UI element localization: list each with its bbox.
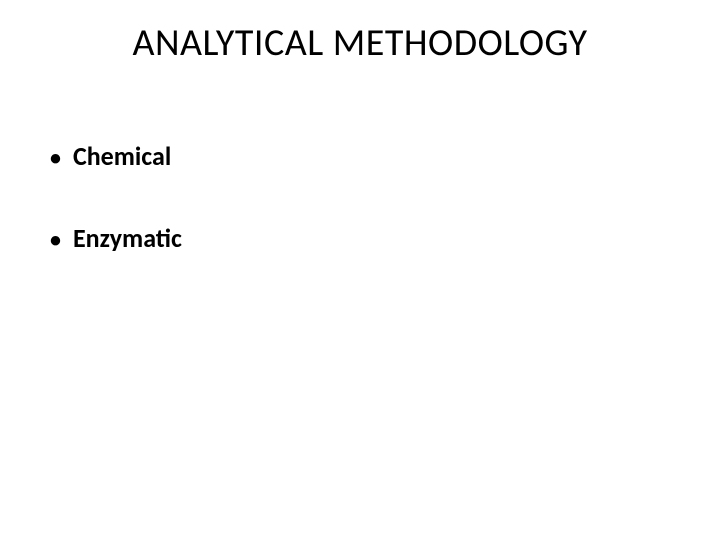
bullet-marker: • bbox=[50, 147, 61, 169]
bullet-marker: • bbox=[50, 229, 61, 251]
bullet-item: • Chemical bbox=[50, 140, 182, 172]
slide-title: ANALYTICAL METHODOLOGY bbox=[0, 20, 720, 66]
content-area: • Chemical • Enzymatic bbox=[50, 140, 182, 304]
bullet-text: Enzymatic bbox=[73, 222, 182, 254]
bullet-item: • Enzymatic bbox=[50, 222, 182, 254]
bullet-text: Chemical bbox=[73, 140, 171, 172]
